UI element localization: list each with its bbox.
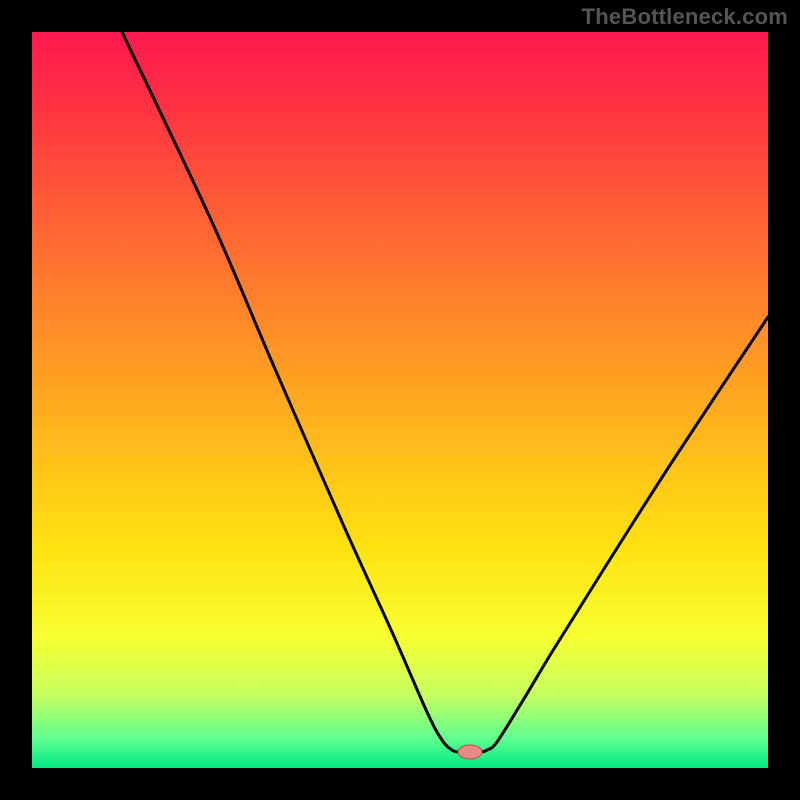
bottleneck-chart <box>32 32 768 768</box>
chart-background <box>32 32 768 768</box>
optimal-point-marker <box>458 745 482 759</box>
chart-frame: TheBottleneck.com <box>0 0 800 800</box>
attribution-text: TheBottleneck.com <box>582 4 788 30</box>
